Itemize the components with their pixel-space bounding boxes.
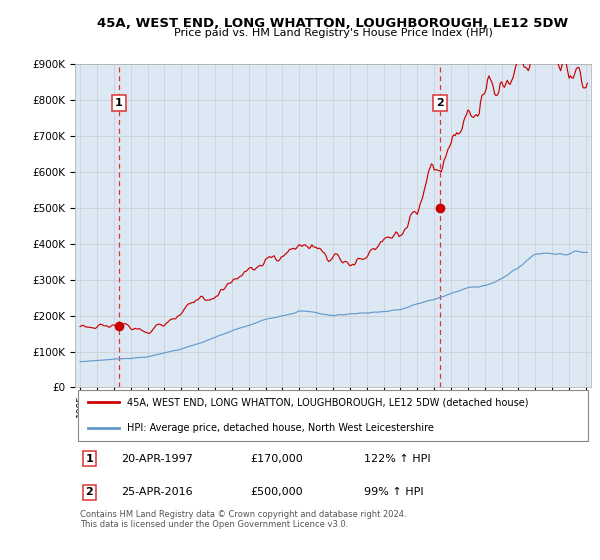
Text: £170,000: £170,000 <box>250 454 303 464</box>
Text: 25-APR-2016: 25-APR-2016 <box>121 487 193 497</box>
Text: 2: 2 <box>86 487 94 497</box>
Text: 2: 2 <box>436 98 443 108</box>
Text: HPI: Average price, detached house, North West Leicestershire: HPI: Average price, detached house, Nort… <box>127 423 433 433</box>
Text: 45A, WEST END, LONG WHATTON, LOUGHBOROUGH, LE12 5DW: 45A, WEST END, LONG WHATTON, LOUGHBOROUG… <box>97 17 569 30</box>
Text: 20-APR-1997: 20-APR-1997 <box>121 454 193 464</box>
Text: Price paid vs. HM Land Registry's House Price Index (HPI): Price paid vs. HM Land Registry's House … <box>173 28 493 38</box>
Text: 1: 1 <box>115 98 123 108</box>
Text: £500,000: £500,000 <box>250 487 303 497</box>
Text: 99% ↑ HPI: 99% ↑ HPI <box>364 487 424 497</box>
Text: 45A, WEST END, LONG WHATTON, LOUGHBOROUGH, LE12 5DW (detached house): 45A, WEST END, LONG WHATTON, LOUGHBOROUG… <box>127 398 528 408</box>
Text: 1: 1 <box>86 454 94 464</box>
Text: 122% ↑ HPI: 122% ↑ HPI <box>364 454 431 464</box>
Text: Contains HM Land Registry data © Crown copyright and database right 2024.
This d: Contains HM Land Registry data © Crown c… <box>80 510 407 529</box>
FancyBboxPatch shape <box>77 390 589 441</box>
